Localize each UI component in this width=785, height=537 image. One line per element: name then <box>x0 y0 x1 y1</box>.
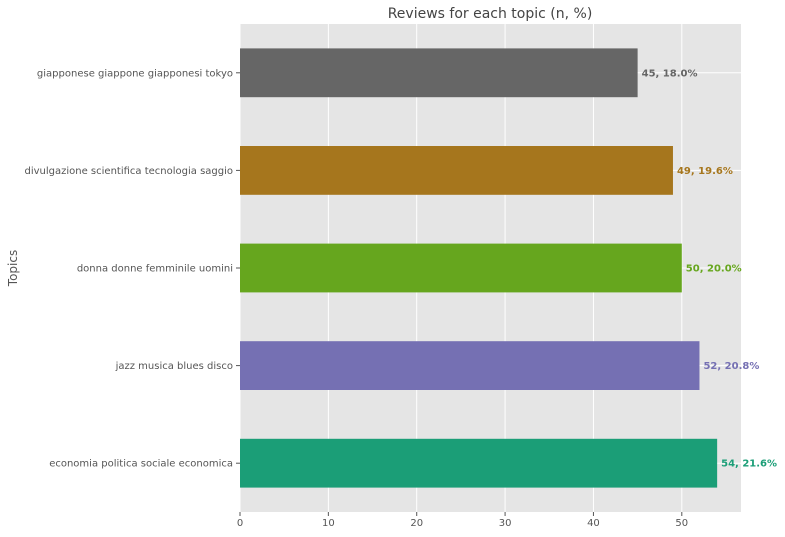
y-tick-label: giapponese giappone giapponesi tokyo <box>37 68 233 79</box>
bar <box>240 243 682 293</box>
bar <box>240 146 673 195</box>
x-axis-ticks: 0 10 20 30 40 50 <box>237 512 688 529</box>
bars <box>240 48 718 488</box>
data-label: 49, 19.6% <box>677 166 733 177</box>
data-label: 45, 18.0% <box>642 68 698 79</box>
y-tick-label: economia politica sociale economica <box>49 459 233 470</box>
bar <box>240 438 718 488</box>
chart-title: Reviews for each topic (n, %) <box>388 6 593 22</box>
x-tick-label: 20 <box>410 518 423 529</box>
x-tick-label: 0 <box>237 518 243 529</box>
data-label: 52, 20.8% <box>703 361 759 372</box>
x-tick-label: 40 <box>587 518 600 529</box>
x-tick-label: 10 <box>322 518 335 529</box>
data-label: 50, 20.0% <box>686 264 742 275</box>
data-labels: 54, 21.6% 52, 20.8% 50, 20.0% 49, 19.6% 45, … <box>642 68 777 469</box>
y-tick-label: divulgazione scientifica tecnologia sagg… <box>24 166 233 177</box>
x-tick-label: 50 <box>675 518 688 529</box>
y-tick-label: jazz musica blues disco <box>115 361 233 372</box>
data-label: 54, 21.6% <box>721 459 777 470</box>
bar <box>240 341 700 390</box>
bar <box>240 48 638 98</box>
x-tick-label: 30 <box>499 518 512 529</box>
y-axis-ticks: economia politica sociale economica jazz … <box>24 68 240 470</box>
y-tick-label: donna donne femminile uomini <box>77 264 233 275</box>
y-axis-title: Topics <box>6 250 20 287</box>
